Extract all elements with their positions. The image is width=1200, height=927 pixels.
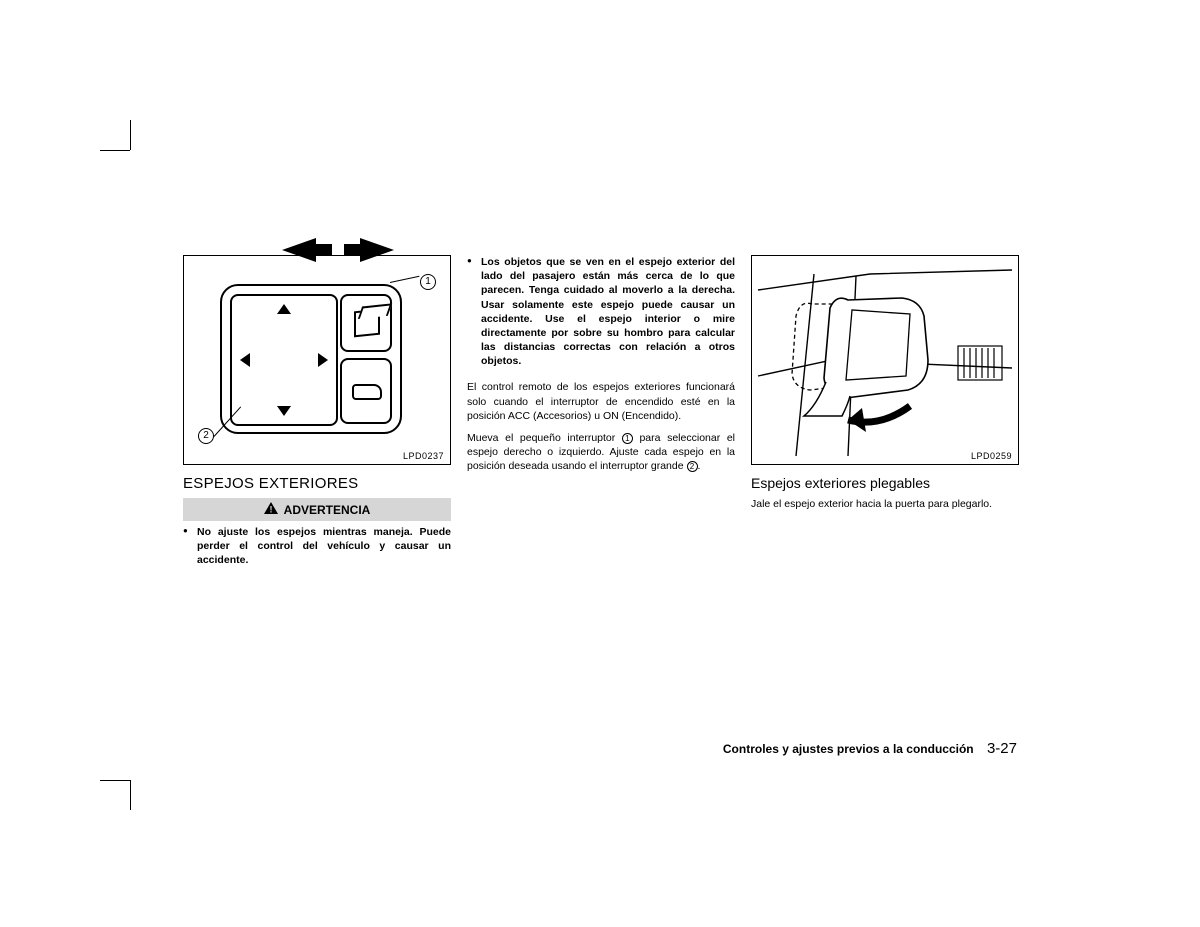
triangle-left-icon (240, 353, 250, 367)
control-panel-outline (220, 284, 402, 434)
warning-list-continued: Los objetos que se ven en el espejo exte… (467, 255, 735, 372)
circled-ref-1: 1 (622, 433, 633, 444)
paragraph-remote-control: El control remoto de los espejos exterio… (467, 380, 735, 423)
figure-folding-mirror: LPD0259 (751, 255, 1019, 465)
direction-pad (230, 294, 338, 426)
svg-text:!: ! (269, 505, 272, 515)
figure-mirror-control: 1 2 LPD0237 (183, 255, 451, 465)
arrow-left-icon (282, 238, 316, 262)
selector-switch (340, 294, 392, 352)
page-footer: Controles y ajustes previos a la conducc… (723, 740, 1017, 757)
text-fragment: Mueva el pequeño interruptor (467, 432, 622, 444)
folding-mirror-illustration (752, 256, 1020, 466)
page-content: 1 2 LPD0237 ESPEJOS EXTERIORES ! ADVERTE… (183, 255, 1020, 572)
circled-ref-2: 2 (687, 461, 698, 472)
warning-item: Los objetos que se ven en el espejo exte… (481, 255, 735, 368)
column-2: Los objetos que se ven en el espejo exte… (467, 255, 735, 572)
crop-mark (130, 120, 131, 150)
warning-list: No ajuste los espejos mientras maneja. P… (183, 525, 451, 572)
triangle-up-icon (277, 304, 291, 314)
callout-2: 2 (198, 428, 214, 444)
car-icon (352, 384, 382, 400)
warning-item: No ajuste los espejos mientras maneja. P… (197, 525, 451, 568)
triangle-down-icon (277, 406, 291, 416)
crop-mark (100, 150, 130, 151)
warning-header: ! ADVERTENCIA (183, 498, 451, 521)
crop-mark (130, 780, 131, 810)
column-3: LPD0259 Espejos exteriores plegables Jal… (751, 255, 1019, 572)
callout-1: 1 (420, 274, 436, 290)
triangle-right-icon (318, 353, 328, 367)
footer-section-title: Controles y ajustes previos a la conducc… (723, 742, 974, 756)
paragraph-folding: Jale el espejo exterior hacia la puerta … (751, 497, 1019, 511)
heading-folding-mirrors: Espejos exteriores plegables (751, 475, 1019, 491)
column-1: 1 2 LPD0237 ESPEJOS EXTERIORES ! ADVERTE… (183, 255, 451, 572)
warning-label-text: ADVERTENCIA (284, 503, 371, 517)
figure-label: LPD0259 (971, 451, 1012, 461)
direction-pad-inner (242, 306, 326, 414)
secondary-button (340, 358, 392, 424)
text-fragment: . (698, 460, 701, 472)
selector-knob-icon (354, 309, 380, 338)
arrow-right-icon (360, 238, 394, 262)
paragraph-adjust-instructions: Mueva el pequeño interruptor 1 para sele… (467, 431, 735, 474)
figure-label: LPD0237 (403, 451, 444, 461)
warning-triangle-icon: ! (264, 502, 278, 517)
heading-exterior-mirrors: ESPEJOS EXTERIORES (183, 475, 451, 492)
leader-line (390, 276, 420, 283)
crop-mark (100, 780, 130, 781)
footer-page-number: 3-27 (987, 740, 1017, 757)
